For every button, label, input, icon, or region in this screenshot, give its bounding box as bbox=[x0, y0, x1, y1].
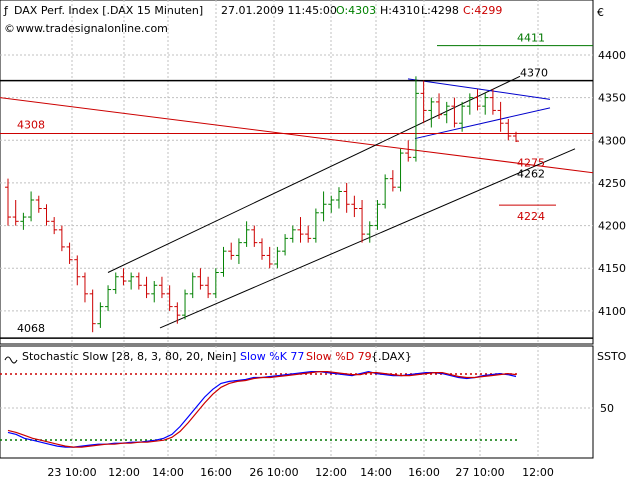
level-label: 4262 bbox=[517, 168, 545, 181]
y-tick-label: 4250 bbox=[598, 177, 626, 190]
x-tick-label: 23 10:00 bbox=[47, 466, 96, 479]
high-value: H:4310 bbox=[380, 4, 420, 17]
stoch-series-d bbox=[7, 371, 517, 448]
wave-icon bbox=[4, 356, 18, 364]
indicator-header: Stochastic Slow [28, 8, 3, 80, 20, Nein]… bbox=[4, 350, 412, 364]
level-label: 4370 bbox=[520, 67, 548, 80]
level-label: 4275 bbox=[517, 157, 545, 170]
chart-title: DAX Perf. Index [.DAX 15 Minuten] bbox=[14, 4, 203, 17]
copyright-glyph: © bbox=[4, 22, 15, 35]
indicator-ylabel: SSTO bbox=[597, 350, 627, 363]
indicator-symbol: {.DAX} bbox=[371, 350, 412, 363]
open-value: O:4303 bbox=[336, 4, 376, 17]
level-label: 4308 bbox=[17, 118, 45, 131]
x-tick-label: 12:00 bbox=[315, 466, 347, 479]
indicator-name: Stochastic Slow [28, 8, 3, 80, 20, Nein] bbox=[22, 350, 236, 363]
symbol-glyph: ƒ bbox=[3, 4, 9, 17]
channel-upper-line bbox=[107, 75, 521, 273]
low-value: L:4298 bbox=[421, 4, 459, 17]
x-tick-label: 14:00 bbox=[360, 466, 392, 479]
x-tick-label: 14:00 bbox=[152, 466, 184, 479]
level-label: 4224 bbox=[517, 210, 545, 223]
y-tick-label: 4150 bbox=[598, 262, 626, 275]
y-tick-label: 4100 bbox=[598, 305, 626, 318]
level-label: 4068 bbox=[17, 322, 45, 335]
level-label: 4411 bbox=[517, 32, 545, 45]
channel-lower-line bbox=[159, 148, 576, 329]
y-tick-label: 4350 bbox=[598, 92, 626, 105]
x-tick-label: 12:00 bbox=[108, 466, 140, 479]
x-tick-label: 26 10:00 bbox=[249, 466, 298, 479]
close-value: C:4299 bbox=[463, 4, 502, 17]
price-pane bbox=[0, 0, 594, 345]
y-tick-label: 4400 bbox=[598, 49, 626, 62]
website-label: www.tradesignalonline.com bbox=[16, 22, 168, 35]
x-tick-label: 12:00 bbox=[522, 466, 554, 479]
y-tick-label: 4300 bbox=[598, 134, 626, 147]
currency-label: € bbox=[597, 6, 604, 19]
trend-line-red bbox=[0, 97, 594, 174]
d-legend: Slow %D 79 bbox=[306, 350, 372, 363]
stoch-y-tick-label: 50 bbox=[600, 402, 614, 415]
x-tick-label: 16:00 bbox=[408, 466, 440, 479]
x-tick-label: 27 10:00 bbox=[455, 466, 504, 479]
y-tick-label: 4200 bbox=[598, 220, 626, 233]
x-tick-label: 16:00 bbox=[200, 466, 232, 479]
datetime-label: 27.01.2009 11:45:00 bbox=[221, 4, 337, 17]
triangle-upper-line bbox=[407, 78, 551, 100]
k-legend: Slow %K 77 bbox=[240, 350, 304, 363]
